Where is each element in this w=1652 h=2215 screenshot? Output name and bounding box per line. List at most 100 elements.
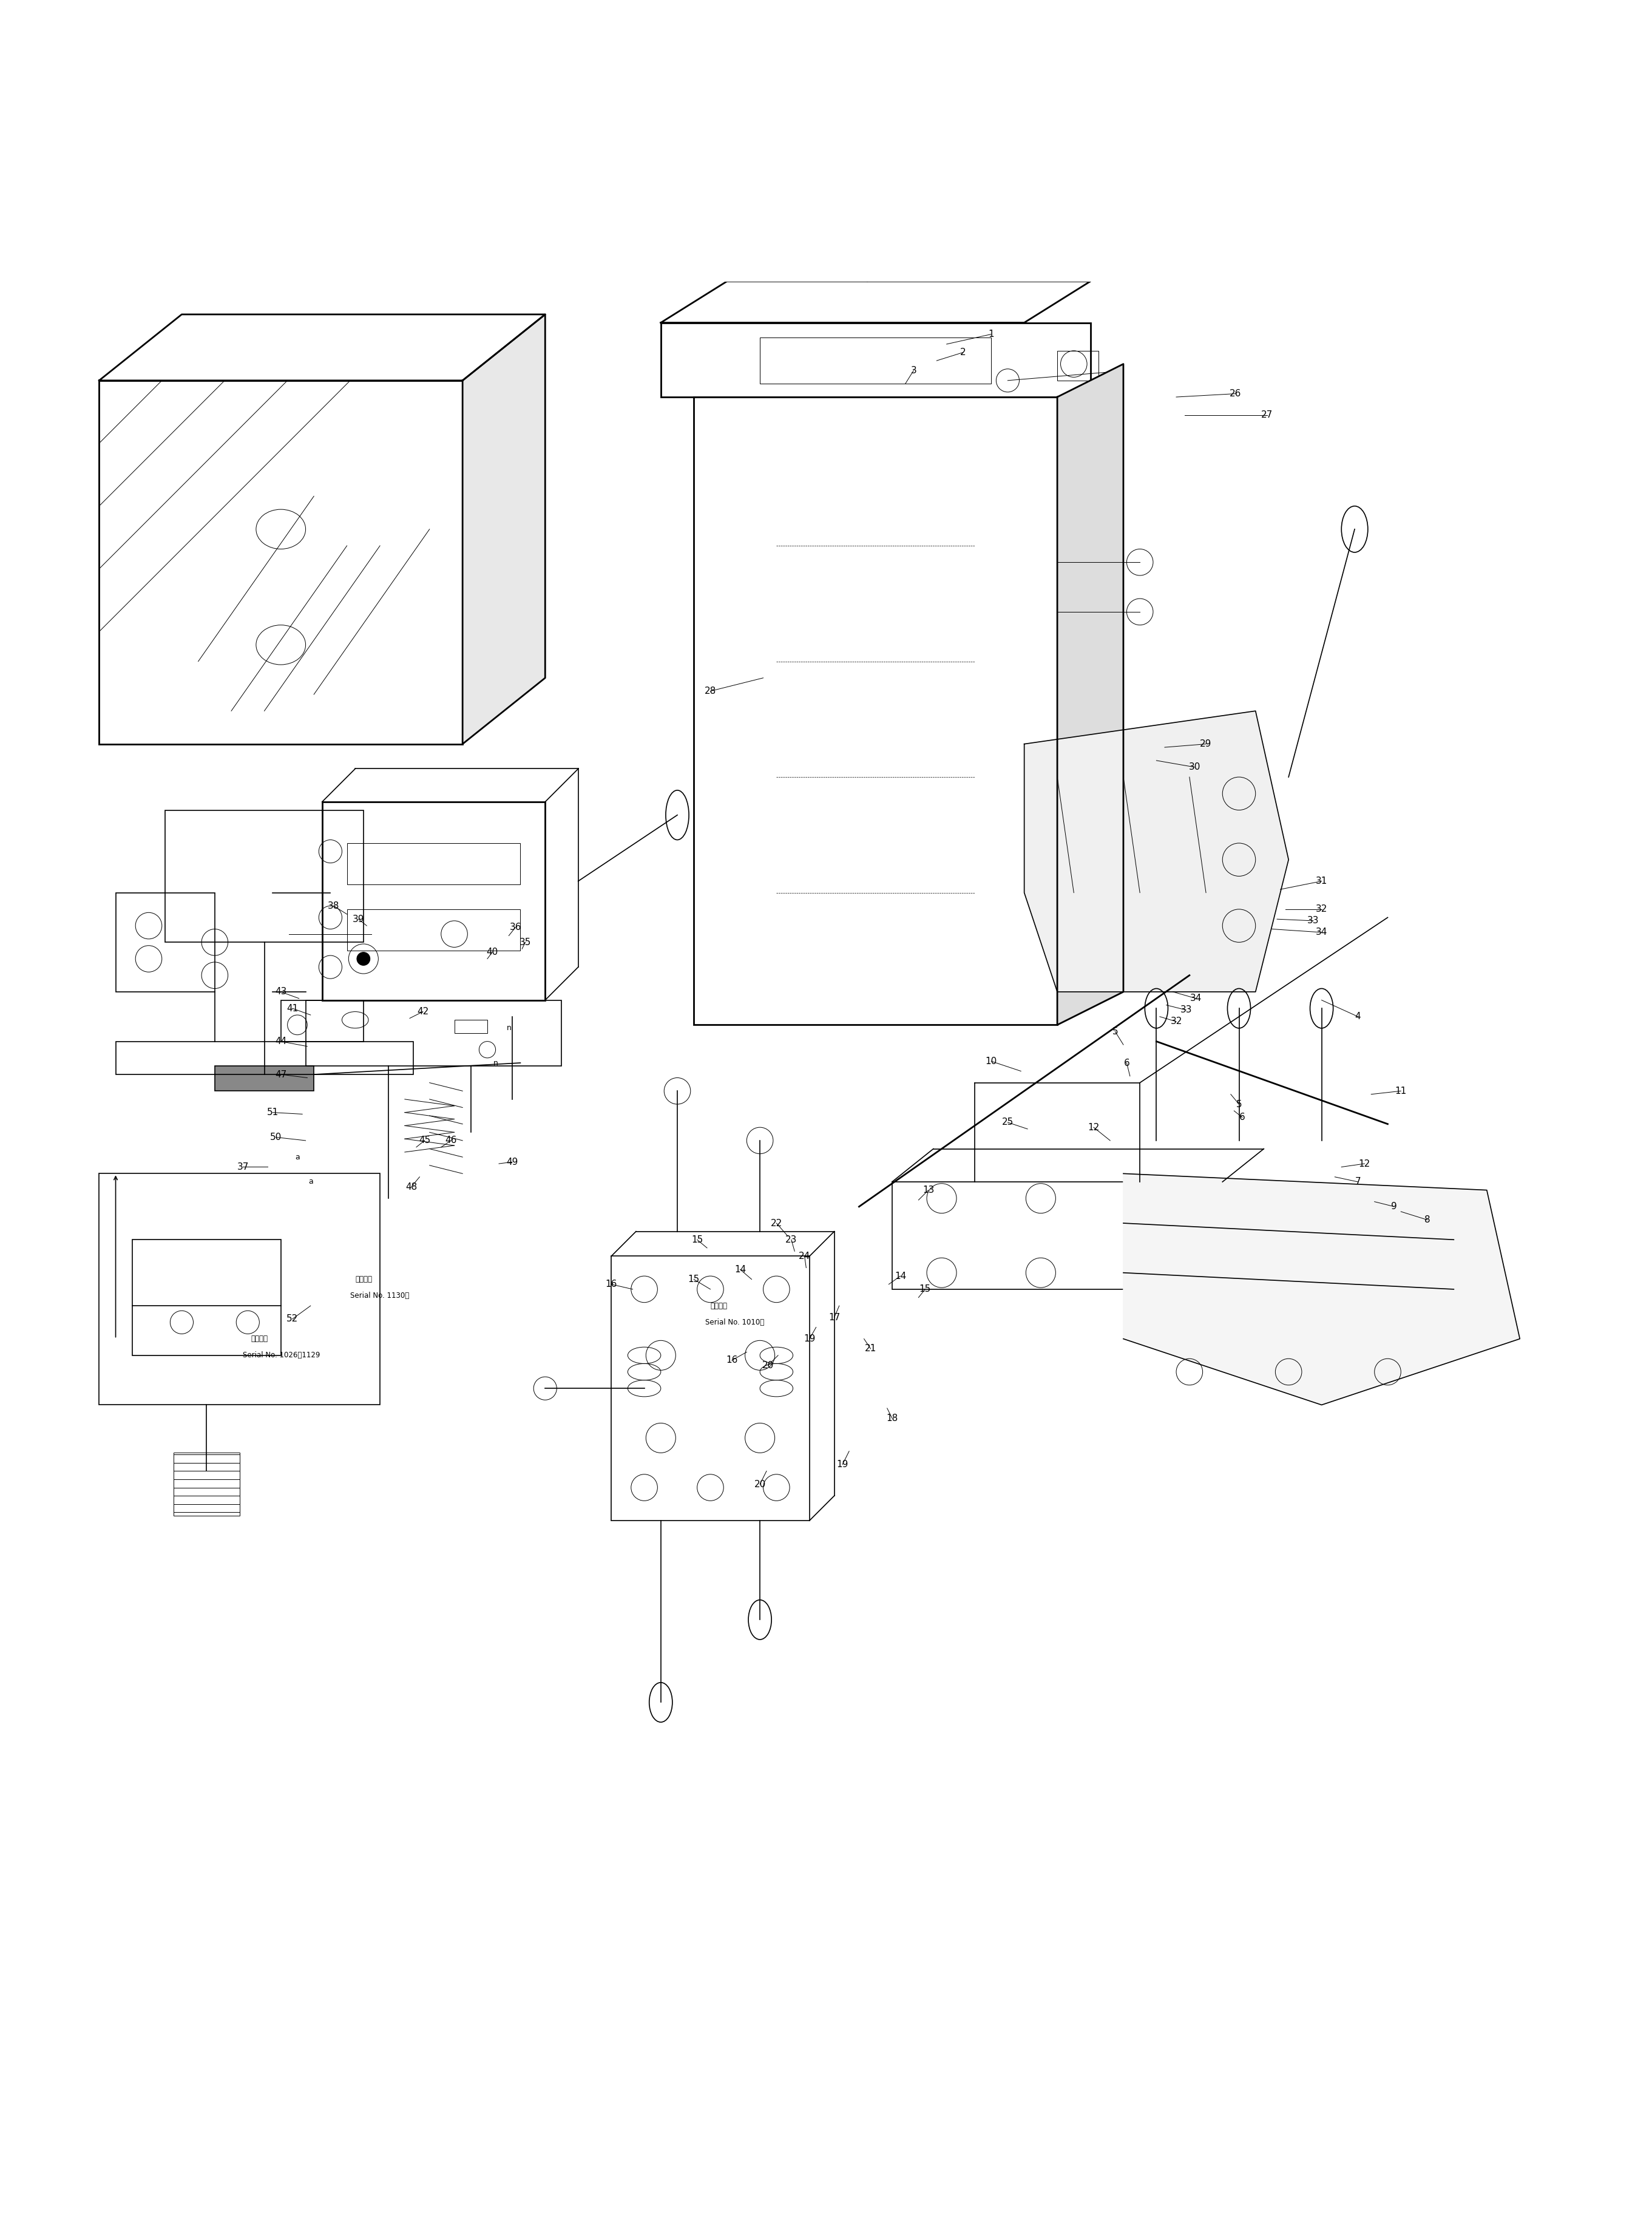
Text: 17: 17: [828, 1313, 841, 1322]
Bar: [611, 1256, 809, 1519]
Bar: [99, 1174, 380, 1404]
Bar: [116, 893, 215, 992]
Text: 49: 49: [506, 1158, 519, 1167]
Bar: [306, 1001, 562, 1065]
Text: 47: 47: [274, 1070, 287, 1079]
Text: 51: 51: [266, 1108, 279, 1116]
Bar: [215, 1065, 314, 1092]
Text: 34: 34: [1189, 995, 1203, 1003]
Text: 21: 21: [864, 1345, 877, 1353]
Text: 37: 37: [236, 1163, 249, 1172]
Text: a: a: [309, 1178, 312, 1185]
Text: 45: 45: [418, 1136, 431, 1145]
Bar: [454, 1019, 487, 1032]
Text: 適用号機: 適用号機: [355, 1276, 372, 1282]
Polygon shape: [99, 315, 545, 381]
Text: 30: 30: [1188, 762, 1201, 771]
Text: 15: 15: [919, 1285, 932, 1294]
Bar: [760, 337, 991, 383]
Bar: [661, 323, 1090, 396]
Text: 41: 41: [286, 1003, 299, 1012]
Text: 14: 14: [894, 1271, 907, 1280]
Text: 48: 48: [405, 1183, 418, 1192]
Text: 32: 32: [1315, 904, 1328, 915]
Text: n: n: [507, 1023, 510, 1032]
Text: 20: 20: [762, 1360, 775, 1369]
Text: 38: 38: [327, 902, 340, 910]
Text: 46: 46: [444, 1136, 458, 1145]
Text: 12: 12: [1087, 1123, 1100, 1132]
Text: 19: 19: [803, 1333, 816, 1342]
Text: 36: 36: [509, 924, 522, 933]
Bar: [1057, 350, 1099, 381]
Polygon shape: [463, 315, 545, 744]
Text: 6: 6: [1239, 1112, 1246, 1123]
Bar: [116, 1041, 413, 1074]
Polygon shape: [661, 281, 1090, 323]
Text: 24: 24: [798, 1251, 811, 1260]
Bar: [165, 811, 363, 941]
Bar: [132, 1240, 281, 1356]
Text: 42: 42: [416, 1008, 430, 1017]
Text: 8: 8: [1424, 1216, 1431, 1225]
Text: 9: 9: [1391, 1203, 1398, 1212]
Text: 16: 16: [725, 1356, 738, 1364]
Text: 27: 27: [1260, 410, 1274, 419]
Text: 52: 52: [286, 1313, 299, 1325]
Text: 32: 32: [1170, 1017, 1183, 1026]
Text: 23: 23: [785, 1236, 798, 1245]
Bar: [347, 844, 520, 884]
Text: 13: 13: [922, 1185, 935, 1194]
Text: 50: 50: [269, 1132, 282, 1141]
Text: 44: 44: [274, 1037, 287, 1045]
Text: Serial No. 1010～: Serial No. 1010～: [705, 1318, 765, 1327]
Text: 22: 22: [770, 1218, 783, 1227]
Text: 20: 20: [753, 1480, 767, 1488]
Text: 4: 4: [1355, 1012, 1361, 1021]
Text: 16: 16: [605, 1280, 618, 1289]
Text: a: a: [296, 1154, 299, 1161]
Text: 2: 2: [960, 348, 966, 357]
Bar: [322, 802, 545, 1001]
Text: 19: 19: [836, 1460, 849, 1469]
Text: 35: 35: [519, 937, 532, 946]
Text: 39: 39: [352, 915, 365, 924]
Text: 適用号機: 適用号機: [251, 1336, 268, 1342]
Text: 40: 40: [486, 948, 499, 957]
Text: 1: 1: [988, 330, 995, 339]
Text: 26: 26: [1229, 390, 1242, 399]
Polygon shape: [1057, 363, 1123, 1026]
Ellipse shape: [357, 952, 370, 966]
Text: 3: 3: [910, 365, 917, 374]
Text: n: n: [494, 1059, 497, 1068]
Text: 31: 31: [1315, 877, 1328, 886]
Bar: [173, 1453, 240, 1515]
Text: 28: 28: [704, 687, 717, 696]
Text: 12: 12: [1358, 1158, 1371, 1167]
Text: 5: 5: [1112, 1028, 1118, 1037]
Text: 6: 6: [1123, 1059, 1130, 1068]
Text: 14: 14: [733, 1265, 747, 1274]
Text: 34: 34: [1315, 928, 1328, 937]
Text: 33: 33: [1180, 1006, 1193, 1014]
Text: Serial No. 1130～: Serial No. 1130～: [350, 1291, 410, 1300]
Text: 7: 7: [1355, 1178, 1361, 1187]
Text: 33: 33: [1307, 917, 1320, 926]
Text: 43: 43: [274, 988, 287, 997]
Text: 15: 15: [687, 1276, 700, 1285]
Text: Serial No. 1026～1129: Serial No. 1026～1129: [243, 1351, 320, 1360]
Bar: [694, 396, 1057, 1026]
Text: 適用号機: 適用号機: [710, 1302, 727, 1309]
Text: 10: 10: [985, 1057, 998, 1065]
Text: 25: 25: [1001, 1119, 1014, 1127]
Bar: [892, 1183, 1222, 1289]
Bar: [281, 1001, 363, 1041]
Text: 29: 29: [1199, 740, 1213, 749]
Text: 15: 15: [691, 1236, 704, 1245]
Text: 11: 11: [1394, 1085, 1408, 1096]
Polygon shape: [1024, 711, 1289, 992]
Polygon shape: [1123, 1174, 1520, 1404]
Text: 18: 18: [885, 1413, 899, 1422]
Text: 5: 5: [1236, 1099, 1242, 1110]
Bar: [99, 381, 463, 744]
